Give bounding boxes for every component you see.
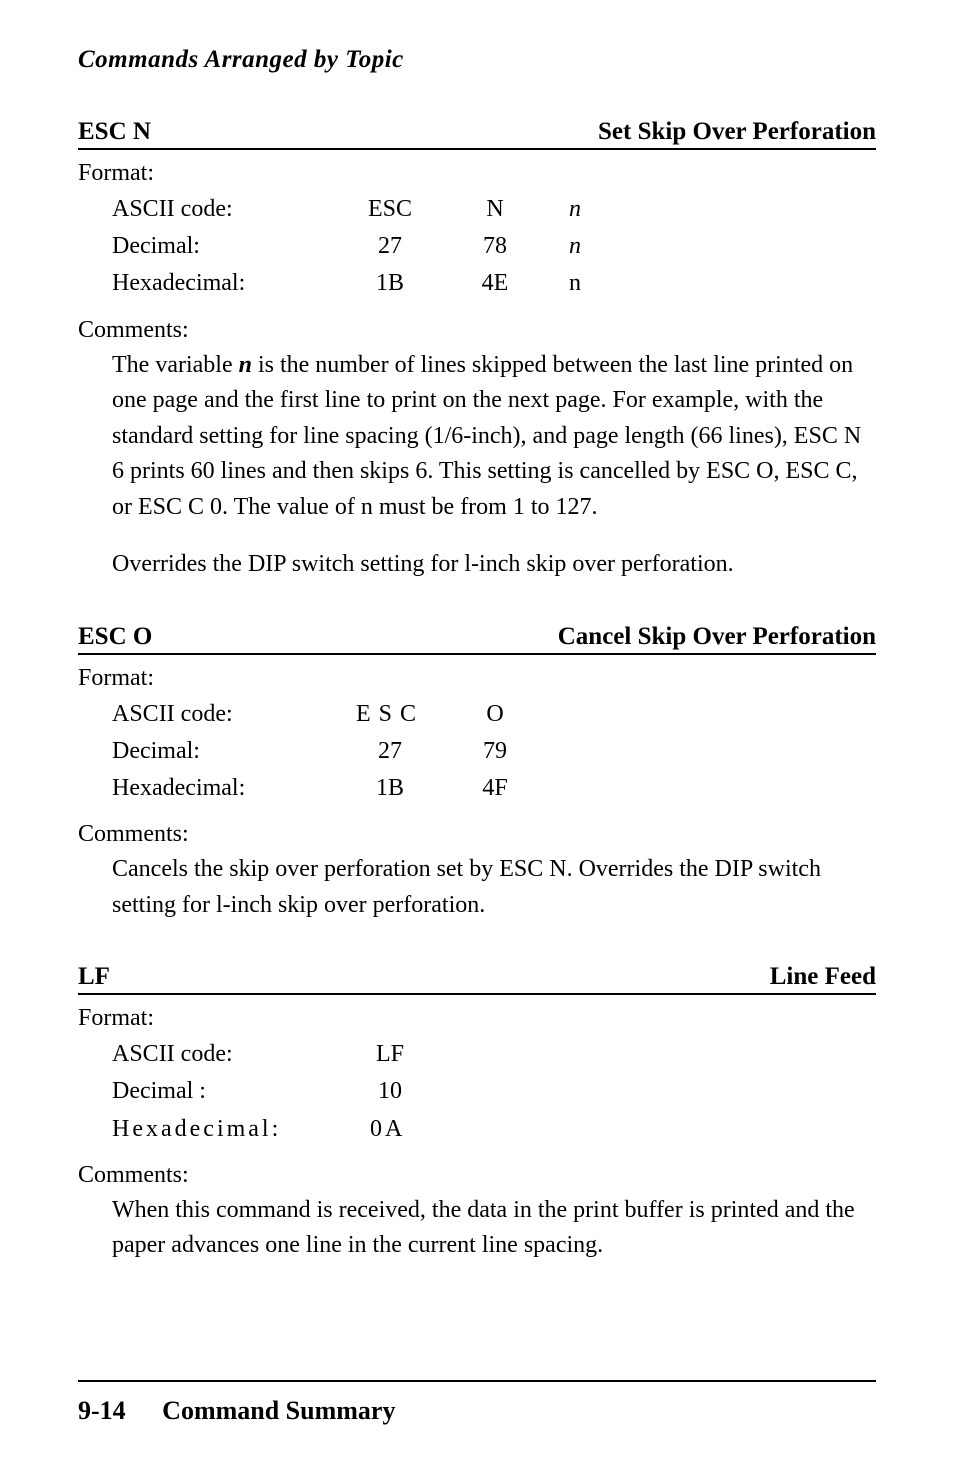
cell: Hexadecimal:	[112, 1111, 370, 1148]
cell: 10	[330, 1073, 450, 1110]
cell: N	[450, 191, 540, 228]
cell: n	[540, 191, 610, 228]
cell: ESC	[330, 191, 450, 228]
paragraph: The variable n is the number of lines sk…	[112, 348, 876, 526]
table-row: Hexadecimal: 1B 4F	[112, 770, 876, 807]
table-row: Hexadecimal: 0A	[112, 1111, 876, 1148]
cell: n	[540, 228, 610, 265]
cell: 4E	[450, 265, 540, 302]
footer: 9-14 Command Summary	[78, 1396, 876, 1426]
cell: 1B	[330, 770, 450, 807]
cell: 79	[450, 733, 540, 770]
command-name: LF	[78, 963, 110, 991]
command-header: LF Line Feed	[78, 963, 876, 995]
cell: 27	[330, 733, 450, 770]
cell: ASCII code:	[112, 1036, 330, 1073]
cell: ASCII code:	[112, 696, 330, 733]
cell: O	[450, 696, 540, 733]
command-title: Set Skip Over Perforation	[598, 118, 876, 146]
comments-label: Comments:	[78, 317, 876, 344]
cell: LF	[330, 1036, 450, 1073]
format-table: ASCII code: LF Decimal : 10 Hexadecimal:…	[112, 1036, 876, 1148]
cell: 4F	[450, 770, 540, 807]
format-table: ASCII code: ESC N n Decimal: 27 78 n Hex…	[112, 191, 876, 303]
table-row: Decimal: 27 79	[112, 733, 876, 770]
cell: Hexadecimal:	[112, 770, 330, 807]
paragraph: Cancels the skip over perforation set by…	[112, 852, 876, 923]
format-label: Format:	[78, 1005, 876, 1032]
paragraph: Overrides the DIP switch setting for l-i…	[112, 547, 876, 583]
command-title: Cancel Skip Over Perforation	[558, 623, 876, 651]
running-head: Commands Arranged by Topic	[78, 46, 876, 74]
command-esc-n: ESC N Set Skip Over Perforation Format: …	[78, 118, 876, 583]
command-header: ESC O Cancel Skip Over Perforation	[78, 623, 876, 655]
cell: n	[540, 265, 610, 302]
command-name: ESC O	[78, 623, 152, 651]
table-row: ASCII code: ESC O	[112, 696, 876, 733]
paragraph: When this command is received, the data …	[112, 1193, 876, 1264]
comments-label: Comments:	[78, 1162, 876, 1189]
table-row: Hexadecimal: 1B 4E n	[112, 265, 876, 302]
command-title: Line Feed	[770, 963, 876, 991]
format-label: Format:	[78, 665, 876, 692]
cell: Decimal:	[112, 733, 330, 770]
comments-body: When this command is received, the data …	[112, 1193, 876, 1264]
table-row: ASCII code: LF	[112, 1036, 876, 1073]
command-header: ESC N Set Skip Over Perforation	[78, 118, 876, 150]
cell: 78	[450, 228, 540, 265]
cell: 0A	[370, 1111, 450, 1148]
cell: Decimal:	[112, 228, 330, 265]
page-number: 9-14	[78, 1396, 126, 1425]
table-row: Decimal: 27 78 n	[112, 228, 876, 265]
comments-body: The variable n is the number of lines sk…	[112, 348, 876, 583]
comments-body: Cancels the skip over perforation set by…	[112, 852, 876, 923]
cell: ASCII code:	[112, 191, 330, 228]
format-label: Format:	[78, 160, 876, 187]
command-lf: LF Line Feed Format: ASCII code: LF Deci…	[78, 963, 876, 1264]
cell: Decimal :	[112, 1073, 330, 1110]
command-name: ESC N	[78, 118, 151, 146]
comments-label: Comments:	[78, 821, 876, 848]
section-title: Command Summary	[162, 1396, 395, 1425]
table-row: ASCII code: ESC N n	[112, 191, 876, 228]
cell: ESC	[330, 696, 450, 733]
format-table: ASCII code: ESC O Decimal: 27 79 Hexadec…	[112, 696, 876, 808]
cell: 1B	[330, 265, 450, 302]
cell: Hexadecimal:	[112, 265, 330, 302]
cell: 27	[330, 228, 450, 265]
table-row: Decimal : 10	[112, 1073, 876, 1110]
command-esc-o: ESC O Cancel Skip Over Perforation Forma…	[78, 623, 876, 924]
